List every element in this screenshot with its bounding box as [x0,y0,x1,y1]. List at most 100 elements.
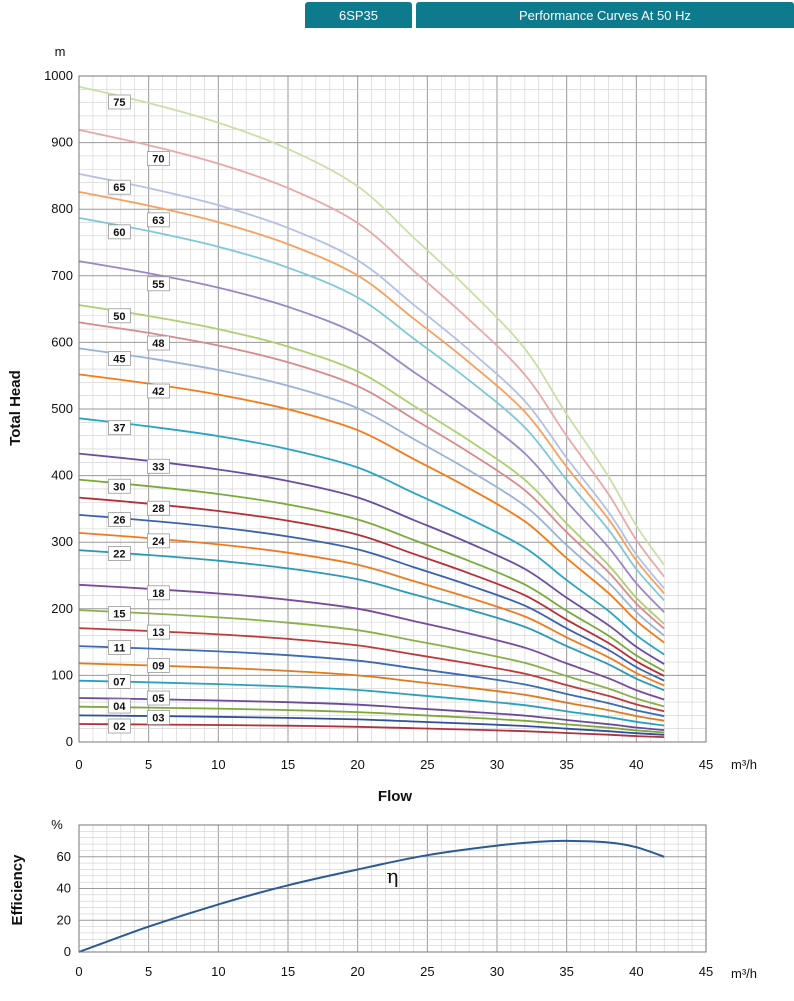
curve-label-box [147,533,170,549]
curve-label-50: 50 [108,308,131,324]
efficiency-y-axis-label: Efficiency [9,854,26,926]
head-y-tick-label: 0 [66,734,73,749]
head-curve-48 [78,321,665,630]
curve-label-text: 18 [152,588,164,600]
efficiency-x-tick-label: 5 [145,964,152,979]
head-y-tick-label: 1000 [44,68,73,83]
head-curve-11 [78,645,665,717]
head-curve-05 [78,697,665,731]
efficiency-curves [78,839,665,953]
header-title-tab: Performance Curves At 50 Hz [416,2,794,28]
head-curve-30 [78,478,665,672]
head-curve-labels: 02 03 04 05 07 09 11 13 15 18 22 24 26 28 30 33 37 42 45 48… [108,94,170,734]
curve-label-text: 33 [152,461,164,473]
curve-label-28: 28 [147,500,170,516]
curve-label-box [108,718,131,734]
curve-label-text: 28 [152,503,164,515]
efficiency-plot-frame [78,824,707,953]
curve-label-11: 11 [108,640,131,655]
curve-label-text: 63 [152,215,164,227]
curve-label-text: 70 [152,154,164,166]
head-curves [78,85,665,738]
curve-label-text: 09 [152,660,164,672]
curve-label-63: 63 [147,212,170,228]
curve-label-box [147,335,170,351]
curve-label-box [147,624,170,640]
curve-label-text: 05 [152,693,164,705]
efficiency-x-tick-label: 20 [350,964,364,979]
curve-label-text: 48 [152,338,164,350]
header-model-label: 6SP35 [338,7,379,23]
head-x-axis-label: Flow [378,788,412,805]
curve-label-box [108,224,131,240]
efficiency-y-tick-label: 0 [64,944,71,959]
curve-label-60: 60 [108,224,131,240]
efficiency-curve [78,839,665,953]
curve-label-48: 48 [147,335,170,351]
curve-label-text: 65 [113,182,125,194]
curve-label-text: 13 [152,627,164,639]
curve-label-box [108,179,131,195]
curve-label-42: 42 [147,383,170,399]
efficiency-chart-axes: 0 20 40 60 0 5 10 15 20 25 30 35 40 45 [57,824,713,979]
curve-label-22: 22 [108,546,131,561]
curve-label-text: 55 [152,279,164,291]
curve-label-04: 04 [108,698,131,714]
head-curve-65 [78,173,665,590]
curve-label-box [147,690,170,706]
head-y-tick-label: 300 [51,534,73,549]
head-curve-15 [78,609,665,708]
head-x-tick-label: 15 [281,757,295,772]
head-curve-50 [78,304,665,625]
efficiency-x-tick-label: 25 [420,964,434,979]
curve-label-37: 37 [108,420,131,436]
efficiency-y-tick-label: 60 [57,849,71,864]
curve-label-33: 33 [147,458,170,474]
curve-label-text: 60 [113,227,125,239]
curve-label-text: 37 [113,423,125,435]
head-curve-13 [78,627,665,713]
efficiency-y-tick-label: 40 [57,881,71,896]
efficiency-curve-annotation: η [387,864,399,888]
head-y-tick-label: 200 [51,601,73,616]
curve-label-03: 03 [147,709,170,725]
efficiency-x-unit: m³/h [731,966,757,981]
head-curve-03 [78,714,665,736]
curve-label-box [108,308,131,324]
head-x-tick-label: 35 [559,757,573,772]
head-y-tick-label: 900 [51,135,73,150]
curve-label-text: 15 [113,608,125,620]
curve-label-box [147,658,170,673]
head-curve-55 [78,260,665,613]
curve-label-box [108,512,131,527]
curve-label-24: 24 [147,533,170,549]
head-plot-frame [78,75,707,743]
curve-label-09: 09 [147,658,170,673]
head-x-tick-label: 30 [490,757,504,772]
head-curve-33 [78,452,665,665]
head-y-tick-label: 800 [51,201,73,216]
efficiency-x-tick-label: 30 [490,964,504,979]
curve-label-45: 45 [108,350,131,366]
curve-label-text: 07 [113,676,125,688]
curve-label-26: 26 [108,512,131,527]
efficiency-x-tick-label: 45 [699,964,713,979]
curve-label-box [147,212,170,228]
efficiency-x-tick-label: 0 [75,964,82,979]
header-title-label: Performance Curves At 50 Hz [519,7,691,23]
head-curve-60 [78,217,665,602]
head-curve-28 [78,496,665,677]
curve-label-text: 22 [113,549,125,561]
curve-label-box [108,606,131,621]
curve-label-text: 75 [113,97,125,109]
head-x-tick-label: 10 [211,757,225,772]
head-x-tick-label: 5 [145,757,152,772]
curve-label-13: 13 [147,624,170,640]
head-curve-26 [78,514,665,682]
efficiency-x-tick-label: 40 [629,964,643,979]
curve-label-text: 50 [113,311,125,323]
curve-label-text: 42 [152,386,164,398]
head-y-tick-label: 500 [51,401,73,416]
curve-label-box [147,276,170,292]
efficiency-y-tick-label: 20 [57,912,71,927]
